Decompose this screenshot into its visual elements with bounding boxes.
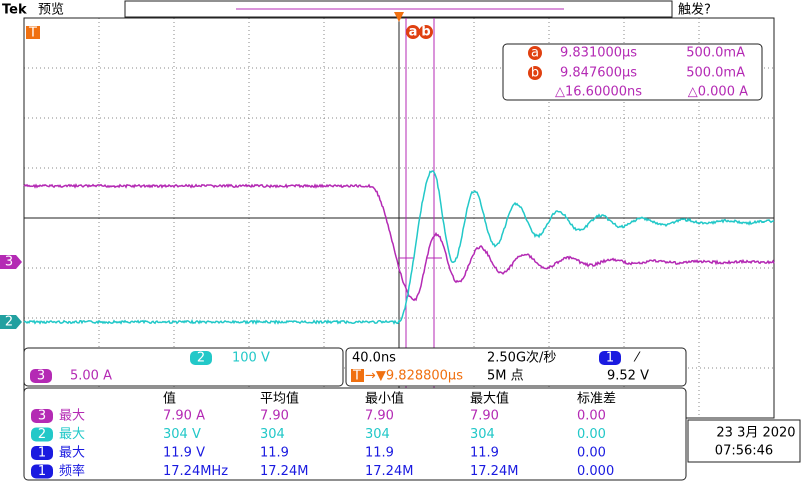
cell: 11.9	[260, 446, 289, 461]
cell: 17.24M	[470, 464, 518, 479]
cell: 304	[260, 427, 285, 442]
row-name: 最大	[59, 446, 85, 461]
ch3-number: 3	[37, 369, 45, 384]
trigger-level: 9.52 V	[607, 369, 649, 384]
cursor-a-time: 9.831000µs	[560, 46, 637, 61]
row-name: 频率	[59, 463, 85, 479]
ch2-number: 2	[197, 351, 205, 366]
time: 07:56:46	[715, 444, 773, 459]
date: 23 3月 2020	[716, 426, 795, 441]
cell: 0.00	[577, 427, 606, 442]
cursor-delta-value: △0.000 A	[688, 85, 748, 100]
trigger-marker	[26, 26, 40, 39]
trigger-status: 触发?	[678, 2, 711, 18]
badge	[351, 369, 364, 382]
ch2-scale: 100 V	[232, 351, 270, 366]
cell: 11.9	[470, 446, 499, 461]
column-header: 标准差	[577, 392, 616, 407]
sample-rate: 2.50G次/秒	[487, 350, 556, 366]
cell: 0.000	[577, 464, 614, 479]
cell: 17.24MHz	[163, 464, 228, 479]
cursor-a-badge	[406, 25, 420, 39]
brand: Tek	[2, 3, 27, 18]
cell: 304 V	[163, 427, 201, 442]
column-header: 最小值	[365, 391, 404, 407]
channel-panel	[23, 347, 344, 387]
badge	[190, 351, 212, 365]
cursor-b-marker: b	[421, 25, 430, 40]
row-channel: 1	[38, 446, 46, 461]
ch2-marker-label: 2	[5, 315, 13, 330]
cell: 17.24M	[260, 464, 308, 479]
badge	[31, 409, 53, 423]
ch3-ground-marker	[0, 255, 22, 269]
waveform-ch3	[23, 183, 775, 302]
badge	[31, 427, 53, 442]
row-channel: 1	[38, 464, 46, 479]
cursor-delta-time: △16.60000ns	[555, 85, 642, 100]
trigger-slope: ⁄	[633, 351, 641, 366]
cursor-readout	[502, 43, 763, 101]
row-name: 最大	[59, 409, 85, 424]
cell: 304	[365, 427, 390, 442]
cell: 7.90	[470, 409, 499, 424]
cursor-a-marker: a	[409, 25, 418, 40]
trigger-source: 1	[606, 351, 614, 366]
badge	[528, 66, 542, 80]
trigger-icon: T	[352, 369, 361, 384]
row-name: 最大	[59, 427, 85, 442]
cursor-a-value: 500.0mA	[686, 46, 745, 61]
mode: 预览	[38, 2, 64, 18]
cell: 7.90	[260, 409, 289, 424]
row-channel: 2	[38, 427, 46, 442]
badge	[31, 464, 53, 479]
waveform-ch2	[23, 170, 775, 326]
cell: 0.00	[577, 409, 606, 424]
measurement-table: 值 平均值 最小值 最大值 标准差 3 最大 7.90 A 7.90 7.90 7.90 0.00 2 最…	[31, 391, 616, 479]
column-header: 平均值	[260, 391, 299, 407]
record-length: 5M 点	[487, 369, 524, 384]
column-header: 值	[163, 391, 176, 407]
cell: 304	[470, 427, 495, 442]
badge	[31, 446, 53, 460]
cursor-b-value: 500.0mA	[686, 66, 745, 81]
ch3-marker-label: 3	[5, 255, 13, 270]
timebase: 40.0ns	[352, 351, 396, 366]
ch3-scale: 5.00 A	[70, 369, 112, 384]
cell: 17.24M	[365, 464, 413, 479]
badge	[528, 46, 542, 60]
cursor-b-time: 9.847600µs	[560, 66, 637, 81]
measurement-panel	[23, 387, 687, 481]
cell: 0.00	[577, 446, 606, 461]
trigger-position: →▼9.828800µs	[365, 369, 463, 384]
trigger-marker-label: T	[28, 26, 37, 41]
row-channel: 3	[38, 409, 46, 424]
badge	[599, 351, 621, 365]
cell: 11.9 V	[163, 446, 205, 461]
column-header: 最大值	[470, 391, 509, 407]
cursor-b-badge	[419, 25, 433, 39]
cell: 11.9	[365, 446, 394, 461]
cell: 7.90 A	[163, 409, 205, 424]
cursor-b-label: b	[531, 66, 539, 81]
cursor-a-label: a	[531, 46, 539, 61]
trigger-pointer	[394, 12, 404, 22]
badge	[30, 369, 52, 383]
ch2-ground-marker	[0, 315, 22, 329]
clock-panel	[687, 419, 801, 463]
cell: 7.90	[365, 409, 394, 424]
